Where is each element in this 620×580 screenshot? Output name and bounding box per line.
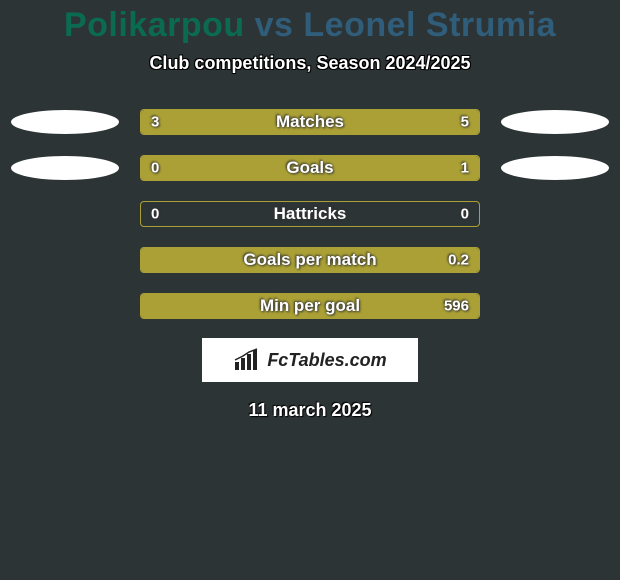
stat-bar: Goals per match 0.2 bbox=[140, 247, 480, 273]
right-side bbox=[500, 108, 610, 136]
player2-ellipse-icon bbox=[501, 156, 609, 180]
stat-label: Min per goal bbox=[260, 296, 360, 316]
left-side bbox=[10, 292, 120, 320]
stat-label: Goals bbox=[286, 158, 333, 178]
stat-left-value: 0 bbox=[151, 160, 159, 177]
logo-box: FcTables.com bbox=[202, 338, 418, 382]
stat-right-value: 0 bbox=[461, 206, 469, 223]
page-title: Polikarpou vs Leonel Strumia bbox=[0, 6, 620, 45]
date-label: 11 march 2025 bbox=[0, 400, 620, 421]
right-side bbox=[500, 200, 610, 228]
stat-right-value: 596 bbox=[444, 298, 469, 315]
right-side bbox=[500, 154, 610, 182]
stat-right-value: 5 bbox=[461, 114, 469, 131]
stat-bar: 0 Hattricks 0 bbox=[140, 201, 480, 227]
stat-row: 0 Hattricks 0 bbox=[0, 200, 620, 228]
stat-row: Min per goal 596 bbox=[0, 292, 620, 320]
vs-label: vs bbox=[255, 6, 294, 44]
player2-ellipse-icon bbox=[501, 110, 609, 134]
stat-right-value: 0.2 bbox=[448, 252, 469, 269]
player2-name: Leonel Strumia bbox=[303, 6, 556, 44]
stat-left-value: 3 bbox=[151, 114, 159, 131]
bar-fill-left bbox=[141, 110, 268, 134]
player1-name: Polikarpou bbox=[64, 6, 245, 44]
player1-ellipse-icon bbox=[11, 110, 119, 134]
stat-left-value: 0 bbox=[151, 206, 159, 223]
player1-ellipse-icon bbox=[11, 156, 119, 180]
left-side bbox=[10, 154, 120, 182]
stat-row: 0 Goals 1 bbox=[0, 154, 620, 182]
left-side bbox=[10, 246, 120, 274]
stat-label: Goals per match bbox=[243, 250, 376, 270]
left-side bbox=[10, 200, 120, 228]
stats-list: 3 Matches 5 0 Goals 1 bbox=[0, 108, 620, 320]
stat-bar: 3 Matches 5 bbox=[140, 109, 480, 135]
right-side bbox=[500, 292, 610, 320]
chart-icon bbox=[233, 348, 261, 372]
stat-label: Hattricks bbox=[274, 204, 347, 224]
stat-label: Matches bbox=[276, 112, 344, 132]
left-side bbox=[10, 108, 120, 136]
stat-right-value: 1 bbox=[461, 160, 469, 177]
stat-bar: Min per goal 596 bbox=[140, 293, 480, 319]
stat-row: 3 Matches 5 bbox=[0, 108, 620, 136]
logo-text: FcTables.com bbox=[267, 350, 386, 371]
subtitle: Club competitions, Season 2024/2025 bbox=[0, 53, 620, 74]
comparison-card: Polikarpou vs Leonel Strumia Club compet… bbox=[0, 0, 620, 421]
stat-bar: 0 Goals 1 bbox=[140, 155, 480, 181]
stat-row: Goals per match 0.2 bbox=[0, 246, 620, 274]
right-side bbox=[500, 246, 610, 274]
